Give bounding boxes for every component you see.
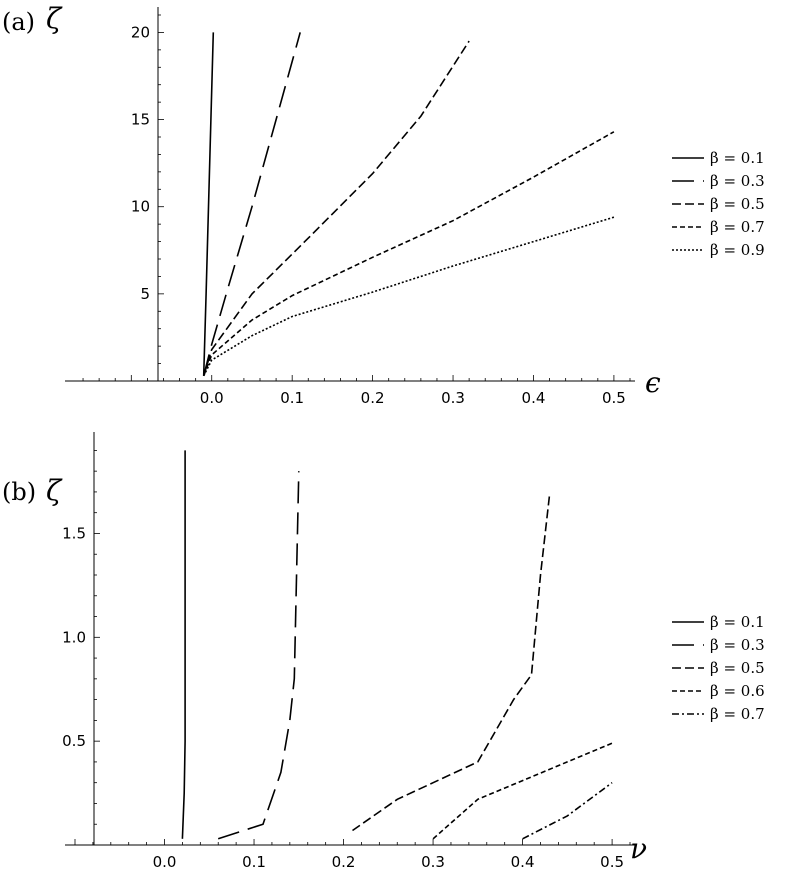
x-tick-label: 0.2 <box>361 389 385 407</box>
x-tick-label: 0.1 <box>242 853 266 871</box>
series-line-5 <box>202 216 615 377</box>
series-line-5 <box>522 782 613 840</box>
legend-entry: β = 0.6 <box>710 682 765 700</box>
panel-label: (a) <box>2 8 35 36</box>
series-line-4 <box>202 131 615 377</box>
x-axis-label: ν <box>630 832 647 865</box>
x-tick-label: 0.3 <box>441 389 465 407</box>
series-line-2 <box>217 471 300 840</box>
series-line-2 <box>202 32 301 376</box>
panel-label: (b) <box>2 478 36 506</box>
x-axis-label: ϵ <box>645 366 661 399</box>
series-line-3 <box>202 40 470 377</box>
x-tick-label: 0.0 <box>153 853 177 871</box>
y-tick-label: 20 <box>131 23 150 41</box>
y-tick-label: 5 <box>140 285 150 303</box>
legend-entry: β = 0.1 <box>710 613 765 631</box>
y-tick-label: 15 <box>131 111 150 129</box>
series-line-1 <box>202 32 215 376</box>
y-tick-label: 1.0 <box>62 628 86 646</box>
legend-entry: β = 0.7 <box>710 218 765 236</box>
x-tick-label: 0.1 <box>280 389 304 407</box>
x-tick-label: 0.4 <box>511 853 535 871</box>
x-tick-label: 0.5 <box>602 389 626 407</box>
x-tick-label: 0.2 <box>332 853 356 871</box>
y-tick-label: 0.5 <box>62 732 86 750</box>
legend-entry: β = 0.5 <box>710 659 765 677</box>
y-axis-label: ζ <box>46 474 63 507</box>
x-tick-label: 0.4 <box>522 389 546 407</box>
legend-entry: β = 0.9 <box>710 241 765 259</box>
legend-entry: β = 0.3 <box>710 636 765 654</box>
legend-entry: β = 0.5 <box>710 195 765 213</box>
series-line-3 <box>352 496 551 832</box>
panel-a: 0.0 0.1 0.2 0.3 0.4 0.5 5 10 15 20 (a) ζ ϵ β = 0.1 β =… <box>2 2 765 407</box>
x-tick-label: 0.5 <box>600 853 624 871</box>
legend-entry: β = 0.3 <box>710 172 765 190</box>
y-axis-label: ζ <box>46 2 63 35</box>
series-line-4 <box>432 742 613 840</box>
y-tick-label: 10 <box>131 198 150 216</box>
legend-entry: β = 0.7 <box>710 705 765 723</box>
legend-entry: β = 0.1 <box>710 149 765 167</box>
x-tick-label: 0.0 <box>200 389 224 407</box>
y-tick-label: 1.5 <box>62 524 86 542</box>
series-line-1 <box>181 450 186 839</box>
panel-b: 0.0 0.1 0.2 0.3 0.4 0.5 0.5 1.0 1.5 (b) ζ ν β = 0.1 β… <box>2 432 765 871</box>
x-tick-label: 0.3 <box>421 853 445 871</box>
